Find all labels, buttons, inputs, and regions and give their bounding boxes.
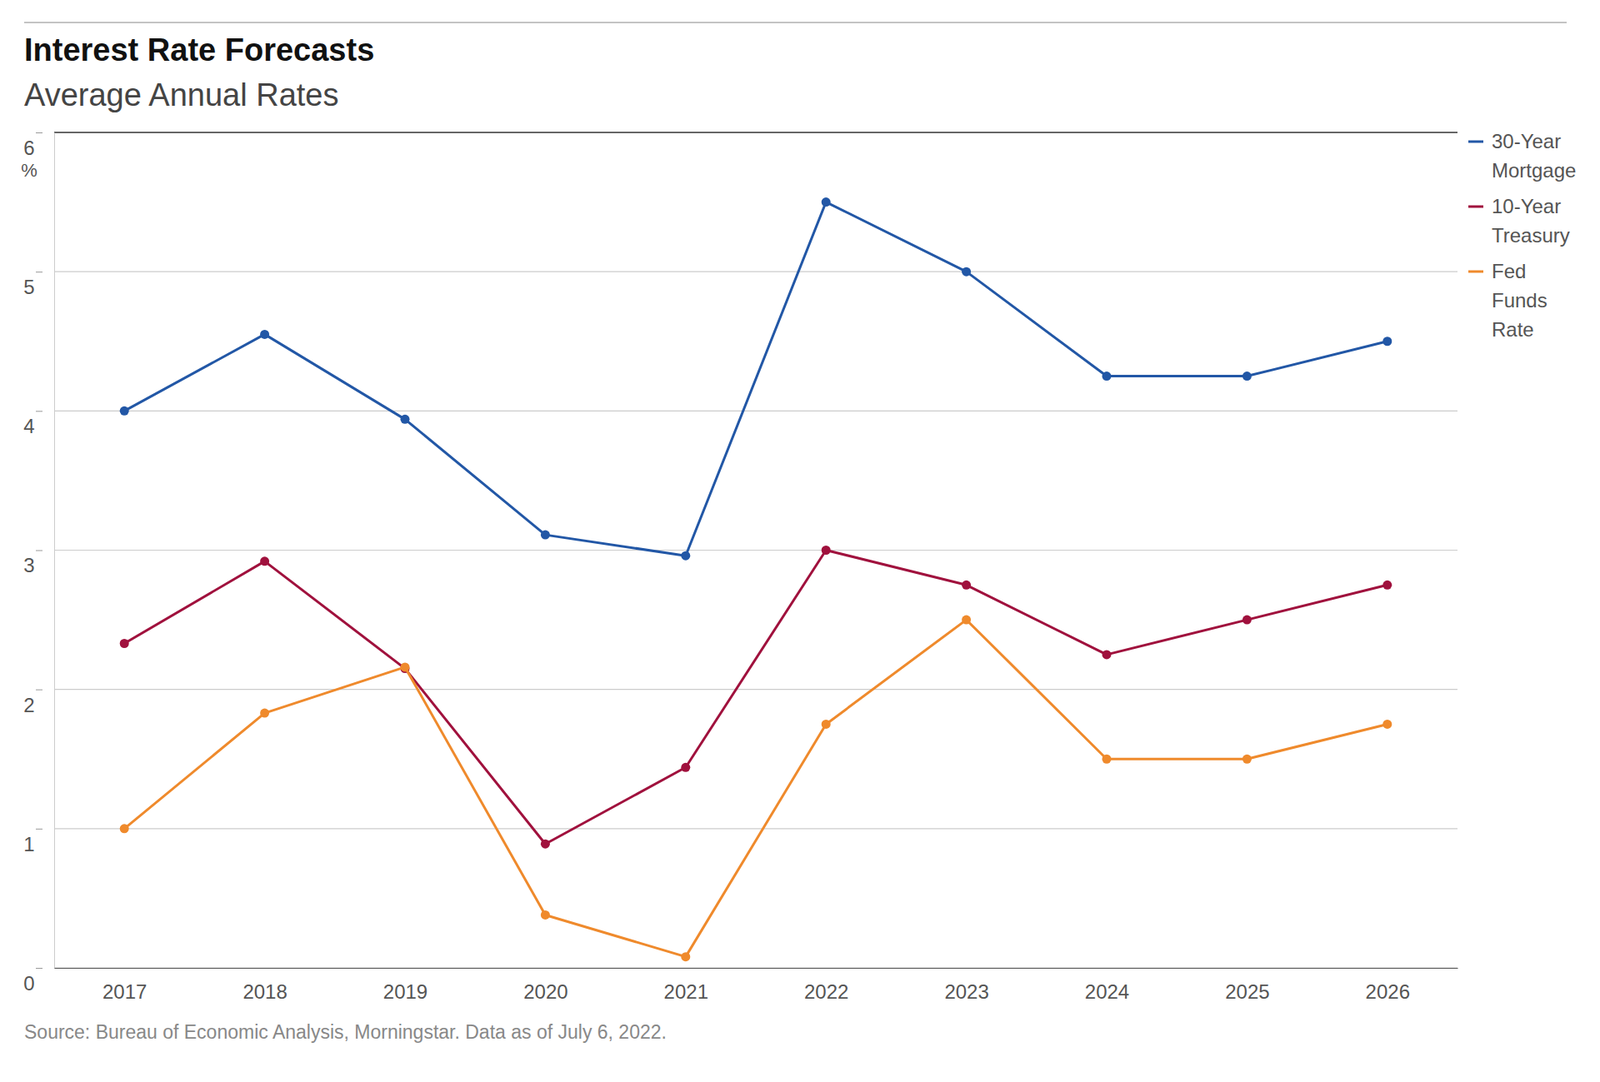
grid-line — [54, 828, 1458, 830]
y-tick-mark — [35, 271, 43, 273]
y-tick-label: 1 — [23, 833, 35, 856]
series-point — [260, 330, 270, 340]
x-tick: 2021 — [664, 968, 709, 1004]
y-tick: 0 — [23, 969, 43, 995]
y-tick: 5 — [23, 272, 43, 299]
series-point — [260, 556, 270, 566]
series-line — [124, 202, 1388, 557]
series-point — [120, 406, 130, 416]
series-line — [124, 620, 1388, 958]
y-axis-line — [54, 133, 55, 970]
legend-marker — [1468, 205, 1484, 209]
legend-marker — [1468, 270, 1484, 274]
series-point — [540, 840, 550, 850]
grid-line — [54, 550, 1458, 551]
series-point — [1382, 336, 1392, 346]
y-tick-mark — [35, 829, 43, 830]
x-tick-label: 2019 — [383, 980, 428, 1004]
x-tick-label: 2020 — [523, 980, 568, 1004]
title: Interest Rate Forecasts — [24, 32, 375, 68]
x-tick: 2026 — [1365, 968, 1410, 1004]
y-tick-label: 3 — [23, 554, 35, 577]
y-tick: 6 — [23, 133, 43, 160]
series-point — [680, 952, 690, 962]
y-tick-label: 6 — [23, 136, 35, 160]
y-tick: 4 — [23, 411, 43, 438]
grid — [54, 132, 1458, 969]
x-axis: 2017 2018 2019 2020 2021 2022 2023 2024 2025 2026 — [55, 968, 1459, 1004]
x-tick-label: 2018 — [242, 980, 287, 1004]
series-point — [260, 709, 270, 719]
series-point — [1102, 755, 1112, 765]
x-tick-label: 2023 — [944, 980, 989, 1004]
legend-label: 10-YearTreasury — [1491, 195, 1570, 247]
y-tick-label: 4 — [23, 415, 35, 438]
y-tick-mark — [35, 550, 43, 552]
y-tick-mark — [35, 410, 43, 412]
series-point — [120, 824, 130, 834]
x-tick: 2023 — [944, 968, 989, 1004]
plot-area — [120, 197, 1393, 962]
series-point — [540, 530, 550, 540]
x-axis-line — [55, 968, 1459, 970]
x-tick: 2024 — [1085, 968, 1130, 1004]
y-axis: 0 1 2 3 4 5 6 — [23, 133, 55, 995]
series-point — [1382, 720, 1392, 730]
x-tick: 2022 — [804, 968, 849, 1004]
series-point — [680, 763, 690, 773]
y-unit-label: % — [20, 160, 38, 181]
y-tick-label: 0 — [23, 972, 35, 995]
x-tick-label: 2022 — [804, 980, 849, 1004]
chart: Interest Rate Forecasts Average Annual Ra… — [0, 0, 1600, 1082]
y-tick-mark — [35, 132, 43, 134]
series-point — [540, 910, 550, 920]
y-tick-label: 5 — [23, 275, 35, 299]
y-tick: 3 — [23, 550, 43, 577]
x-tick: 2018 — [242, 968, 287, 1004]
top-rule — [24, 22, 1567, 24]
x-tick: 2025 — [1225, 968, 1270, 1004]
series-point — [1242, 755, 1252, 765]
legend-marker — [1468, 140, 1484, 144]
series-point — [1242, 371, 1252, 381]
series-point — [1382, 580, 1392, 590]
series-point — [1102, 371, 1112, 381]
source: Source: Bureau of Economic Analysis, Mor… — [24, 1021, 667, 1044]
series-point — [821, 720, 831, 730]
y-tick: 1 — [23, 829, 43, 855]
series-point — [821, 197, 831, 207]
grid-line — [54, 689, 1458, 690]
series-point — [680, 551, 690, 561]
series-point — [120, 639, 130, 649]
y-tick-label: 2 — [23, 694, 35, 717]
x-tick: 2020 — [523, 968, 568, 1004]
x-tick-label: 2026 — [1365, 980, 1410, 1004]
legend-label: FedFundsRate — [1491, 260, 1548, 341]
x-tick-label: 2025 — [1225, 980, 1270, 1004]
x-tick: 2017 — [102, 968, 147, 1004]
y-tick-mark — [35, 968, 43, 970]
grid-line — [54, 131, 1458, 134]
y-tick: 2 — [23, 690, 43, 716]
series-point — [961, 615, 971, 625]
x-tick-label: 2024 — [1085, 980, 1130, 1004]
series-point — [1242, 615, 1252, 625]
legend: 30-YearMortgage 10-YearTreasury FedFundsRa… — [1468, 130, 1576, 341]
grid-line — [54, 410, 1458, 412]
x-tick-label: 2021 — [664, 980, 709, 1004]
y-tick-mark — [35, 690, 43, 691]
subtitle: Average Annual Rates — [24, 77, 339, 113]
x-tick: 2019 — [383, 968, 428, 1004]
series-point — [1102, 650, 1112, 660]
x-tick-label: 2017 — [102, 980, 147, 1004]
grid-line — [54, 967, 1458, 969]
series-point — [400, 662, 410, 672]
grid-line — [54, 271, 1458, 273]
series-point — [821, 545, 831, 555]
series-point — [400, 415, 410, 425]
series-point — [961, 580, 971, 590]
legend-label: 30-YearMortgage — [1491, 130, 1576, 182]
series-point — [961, 267, 971, 277]
